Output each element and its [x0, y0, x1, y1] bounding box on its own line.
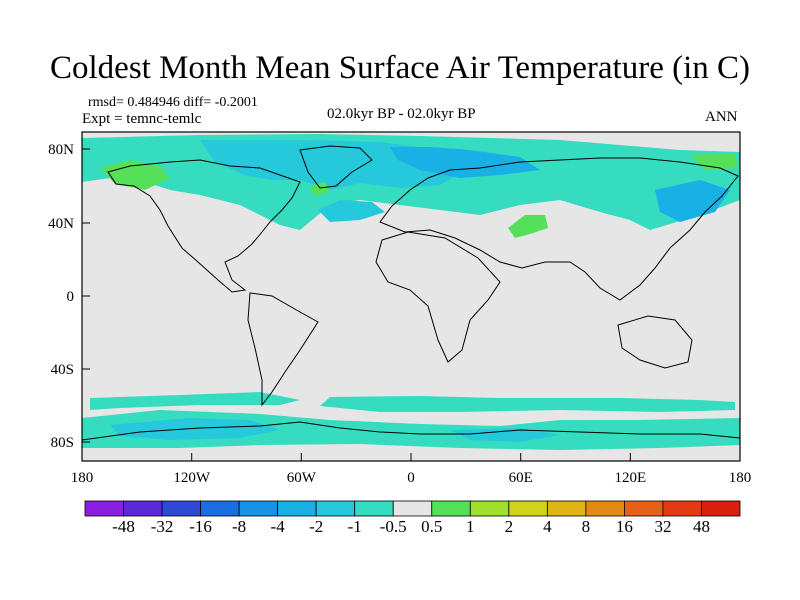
map-title: Coldest Month Mean Surface Air Temperatu…: [50, 50, 750, 86]
lon-label-60w: 60W: [287, 470, 317, 486]
anomaly-fields: [82, 134, 740, 450]
colorbar-swatch: [624, 500, 664, 517]
colorbar-label: -1: [347, 517, 362, 536]
lat-label-40n: 40N: [48, 216, 74, 232]
colorbar-swatch: [546, 500, 587, 517]
colorbar-swatch: [392, 500, 433, 517]
alaska-warm: [100, 160, 170, 190]
arctic-coldest: [390, 147, 540, 178]
lon-axis: 180 120W 60W 0 60E 120E 180: [71, 453, 752, 486]
colorbar-label: 8: [581, 517, 591, 536]
colorbar-swatch: [200, 500, 240, 517]
colorbar-label: -4: [270, 517, 285, 536]
colorbar-swatch: [585, 500, 625, 517]
coastlines: [81, 145, 741, 441]
north-america-coast: [107, 159, 301, 293]
colorbar-label: 48: [692, 517, 710, 536]
lon-label-0: 0: [407, 470, 415, 486]
eurasia-coast: [379, 157, 739, 301]
season-label: ANN: [705, 109, 738, 125]
colorbar-swatch: [508, 500, 548, 517]
colorbar-swatch: [662, 500, 702, 517]
colorbar-swatch: [161, 500, 201, 517]
colorbar-swatch: [277, 500, 317, 517]
colorbar-label: 0.5: [421, 517, 443, 536]
lat-label-80s: 80S: [51, 435, 74, 451]
greenland-coast: [299, 145, 373, 189]
period-label: 02.0kyr BP - 02.0kyr BP: [327, 106, 476, 122]
africa-coast: [375, 231, 501, 363]
lon-label-180e: 180: [729, 470, 752, 486]
colorbar-label: -48: [112, 517, 135, 536]
lon-label-60e: 60E: [509, 470, 533, 486]
colorbar-label: 32: [654, 517, 672, 536]
colorbar-label: 2: [504, 517, 514, 536]
lon-label-120e: 120E: [614, 470, 646, 486]
colorbar-swatch: [431, 500, 471, 517]
south-america-coast: [247, 292, 319, 407]
central-asia-warm: [508, 215, 548, 238]
stats-text: rmsd= 0.484946 diff= -0.2001: [88, 95, 258, 110]
colorbar-label: -2: [309, 517, 324, 536]
colorbar-swatch: [315, 500, 356, 517]
antarctica-coast: [81, 421, 741, 441]
colorbar-label: -16: [189, 517, 212, 536]
lat-label-80n: 80N: [48, 142, 74, 158]
colorbar-swatch: [123, 500, 163, 517]
lat-label-0: 0: [67, 289, 75, 305]
colorbar: [84, 500, 741, 517]
southern-ocean-band-b: [320, 396, 735, 412]
lon-label-120w: 120W: [173, 470, 211, 486]
colorbar-label: -32: [150, 517, 174, 536]
colorbar-swatch: [354, 500, 394, 517]
lat-label-40s: 40S: [51, 362, 74, 378]
north-atlantic-cool: [318, 200, 385, 222]
colorbar-label: 16: [615, 517, 633, 536]
lat-axis: 80N 40N 0 40S 80S: [48, 142, 90, 451]
greenland-warm: [310, 182, 330, 196]
southern-ocean-band-a: [90, 392, 300, 410]
colorbar-label: -0.5: [379, 517, 407, 536]
lon-label-180w: 180: [71, 470, 94, 486]
colorbar-label: 1: [466, 517, 475, 536]
antarctic-cold-east: [450, 428, 560, 442]
colorbar-label: -8: [232, 517, 247, 536]
experiment-label: Expt = temnc-temlc: [82, 111, 202, 127]
australia-coast: [617, 315, 693, 369]
colorbar-label: 4: [543, 517, 552, 536]
east-asia-cold: [655, 180, 730, 222]
colorbar-swatch: [701, 500, 741, 517]
antarctic-cold: [110, 418, 280, 440]
colorbar-swatch: [238, 500, 279, 517]
colorbar-swatch: [469, 500, 510, 517]
colorbar-swatch: [84, 500, 124, 517]
